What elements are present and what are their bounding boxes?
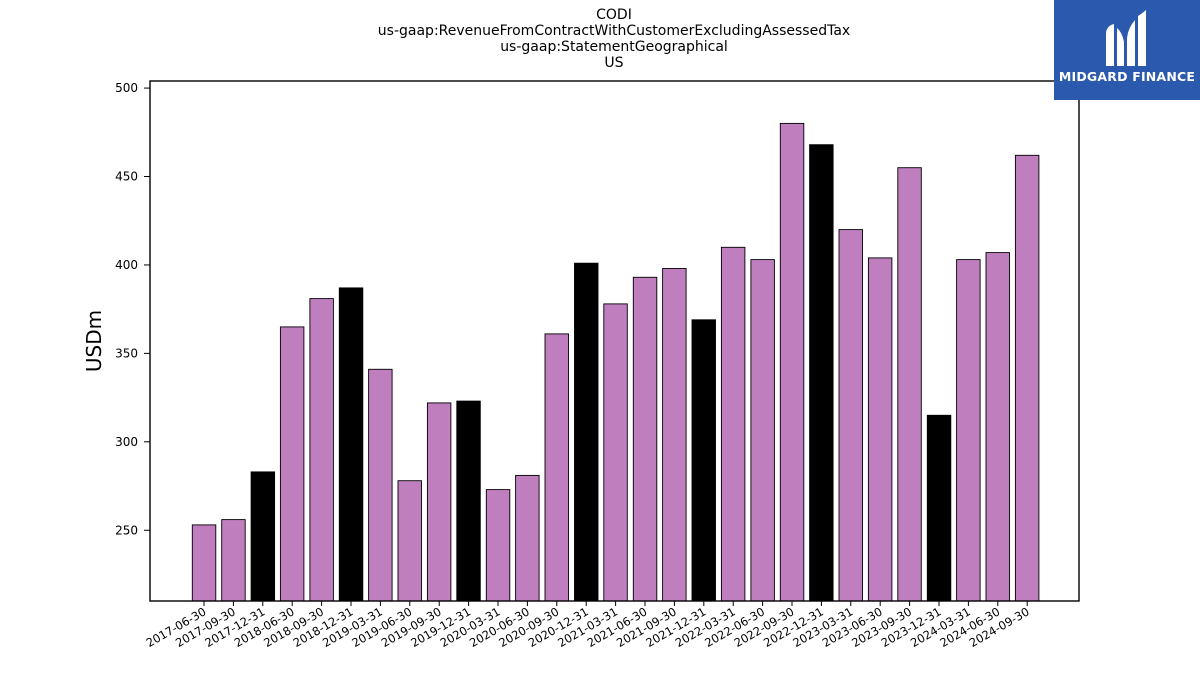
bar-2019-12-31 — [456, 400, 481, 602]
bar-2021-06-30 — [632, 276, 658, 602]
bar-2023-06-30 — [867, 257, 893, 602]
chart-title-line-3: us-gaap:StatementGeographical — [500, 39, 728, 55]
midgard-finance-logo: MIDGARD FINANCE — [1054, 0, 1200, 100]
midgard-logo-icon — [1106, 10, 1146, 66]
bar-2021-09-30 — [662, 268, 687, 602]
y-tick-label-450: 450 — [115, 170, 138, 184]
bar-2023-03-31 — [838, 229, 863, 602]
y-axis: 250 300 350 400 450 500 — [115, 81, 150, 537]
logo-text: MIDGARD FINANCE — [1058, 69, 1196, 84]
bar-2023-12-31 — [926, 414, 952, 602]
bar-2020-06-30 — [515, 474, 540, 602]
bar-2018-09-30 — [309, 298, 334, 602]
bar-2017-06-30 — [191, 524, 217, 602]
bar-2017-09-30 — [221, 519, 246, 602]
bar-2020-09-30 — [544, 333, 569, 602]
bar-2019-09-30 — [426, 402, 452, 602]
y-tick-label-350: 350 — [115, 346, 138, 360]
chart-title-line-4: US — [604, 55, 624, 71]
y-tick-label-250: 250 — [115, 523, 138, 537]
bar-2024-03-31 — [956, 259, 981, 602]
y-tick-label-500: 500 — [115, 81, 138, 95]
bar-2020-03-31 — [485, 489, 511, 602]
bar-2021-03-31 — [603, 303, 628, 602]
chart-title-line-2: us-gaap:RevenueFromContractWithCustomerE… — [377, 23, 851, 39]
bar-2024-09-30 — [1014, 154, 1040, 602]
y-axis-label: USDm — [82, 310, 106, 372]
bar-2022-09-30 — [779, 122, 805, 602]
y-tick-label-400: 400 — [115, 258, 138, 272]
bar-2020-12-31 — [574, 262, 599, 602]
bar-2022-03-31 — [720, 246, 746, 602]
bar-2019-06-30 — [397, 480, 422, 602]
plot-frame — [149, 80, 1080, 602]
bar-2017-12-31 — [250, 471, 276, 602]
bar-2022-06-30 — [750, 259, 775, 602]
bar-2018-12-31 — [338, 287, 364, 602]
bar-2021-12-31 — [691, 319, 716, 602]
bar-2019-03-31 — [368, 368, 393, 602]
y-tick-label-300: 300 — [115, 435, 138, 449]
bars-group — [191, 122, 1040, 602]
bar-2024-06-30 — [985, 252, 1010, 602]
x-axis: 2017-06-302017-09-302017-12-312018-06-30… — [144, 601, 1032, 650]
chart-title-line-1: CODI — [596, 7, 632, 23]
bar-2018-06-30 — [279, 326, 305, 602]
bar-2023-09-30 — [897, 167, 922, 602]
bar-2022-12-31 — [809, 144, 834, 602]
